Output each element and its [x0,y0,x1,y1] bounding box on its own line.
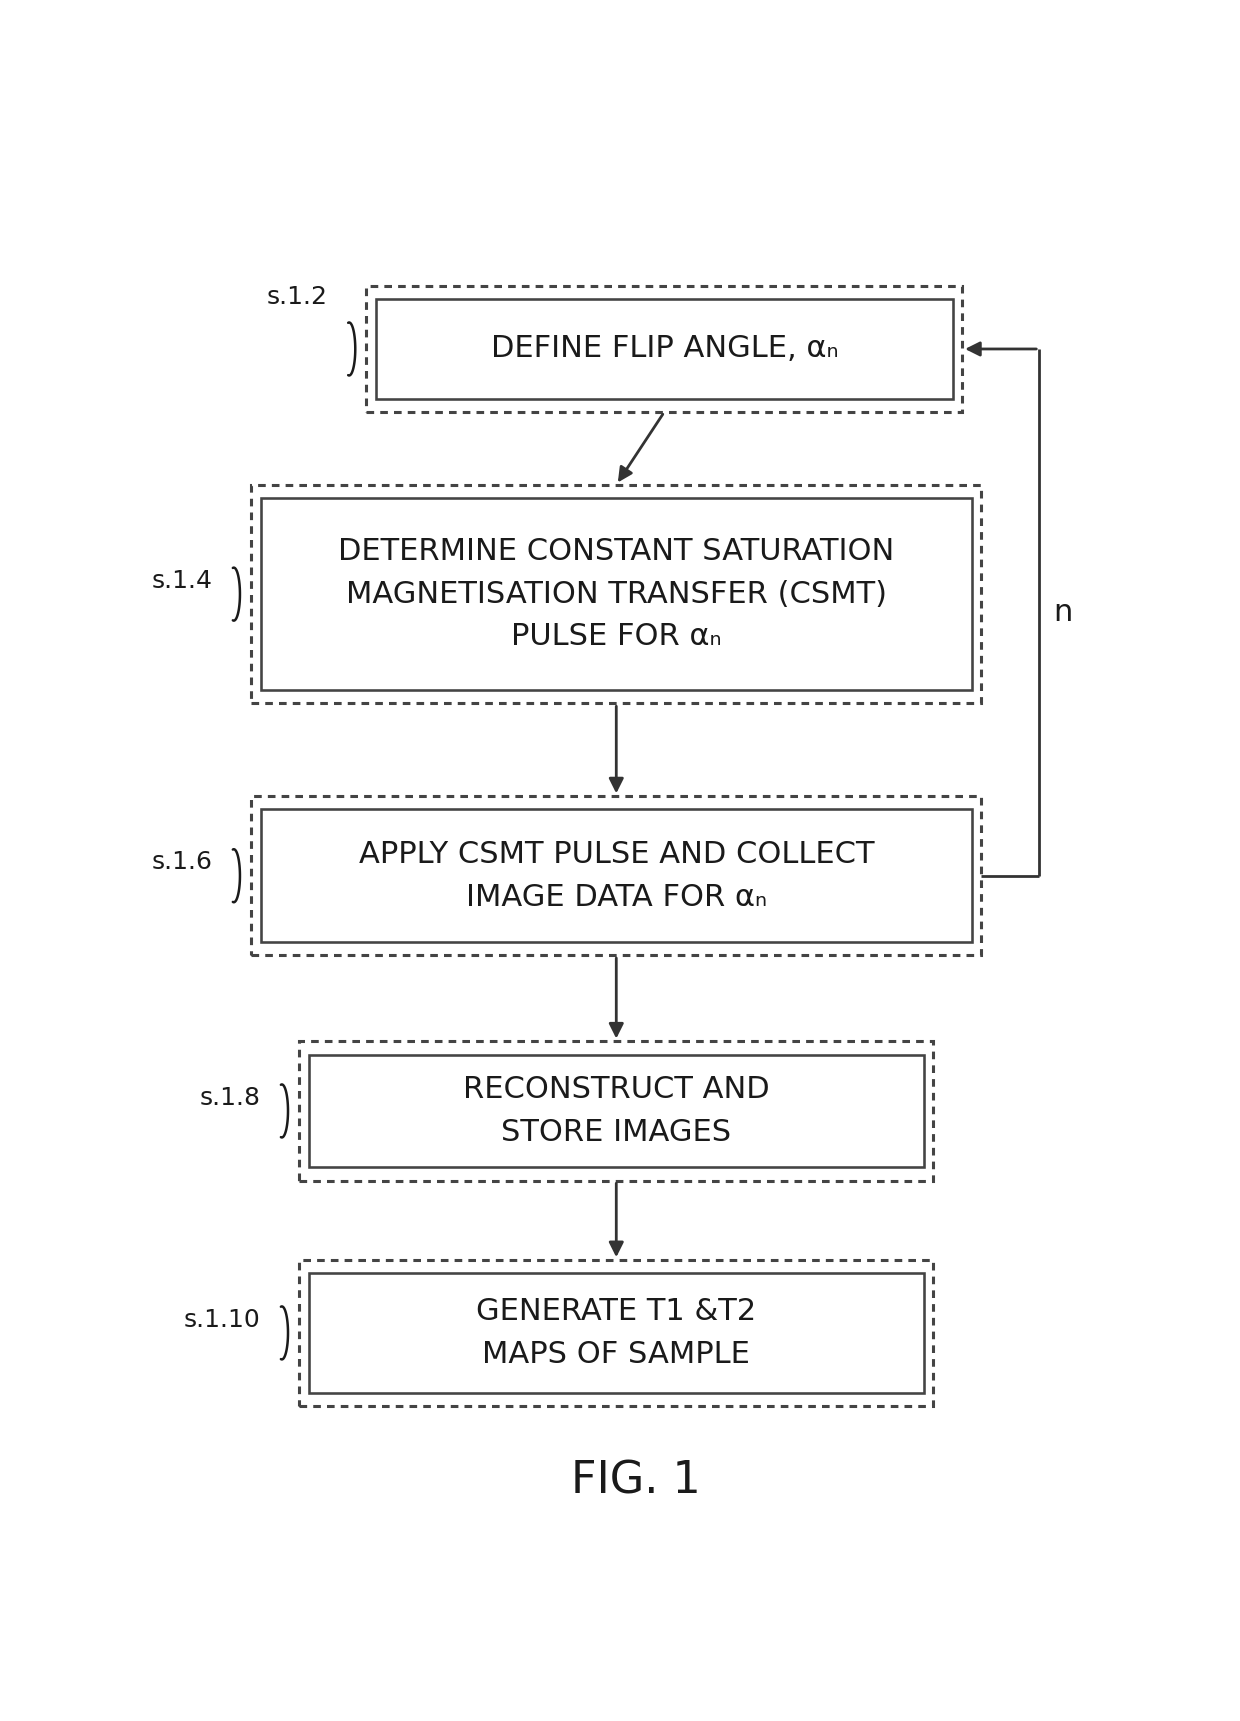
Text: s.1.4: s.1.4 [151,570,213,592]
Bar [309,1055,924,1167]
Text: s.1.2: s.1.2 [267,284,327,308]
Text: s.1.6: s.1.6 [151,850,213,874]
Bar [250,485,982,704]
Bar [309,1274,924,1392]
Bar [376,299,952,399]
Bar [260,497,972,690]
Text: RECONSTRUCT AND
STORE IMAGES: RECONSTRUCT AND STORE IMAGES [463,1076,770,1146]
Text: s.1.10: s.1.10 [184,1308,260,1332]
Text: FIG. 1: FIG. 1 [570,1459,701,1502]
Bar [299,1260,934,1406]
Text: n: n [1054,597,1073,626]
Bar [367,286,962,411]
Text: DEFINE FLIP ANGLE, αₙ: DEFINE FLIP ANGLE, αₙ [491,334,838,363]
Text: GENERATE T1 &T2
MAPS OF SAMPLE: GENERATE T1 &T2 MAPS OF SAMPLE [476,1298,756,1368]
Text: DETERMINE CONSTANT SATURATION
MAGNETISATION TRANSFER (CSMT)
PULSE FOR αₙ: DETERMINE CONSTANT SATURATION MAGNETISAT… [339,537,894,652]
Text: APPLY CSMT PULSE AND COLLECT
IMAGE DATA FOR αₙ: APPLY CSMT PULSE AND COLLECT IMAGE DATA … [358,840,874,912]
Bar [260,809,972,941]
Bar [299,1041,934,1181]
Text: s.1.8: s.1.8 [200,1086,260,1110]
Bar [250,797,982,955]
